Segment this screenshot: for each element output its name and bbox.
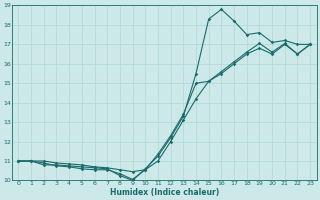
X-axis label: Humidex (Indice chaleur): Humidex (Indice chaleur) [110, 188, 219, 197]
